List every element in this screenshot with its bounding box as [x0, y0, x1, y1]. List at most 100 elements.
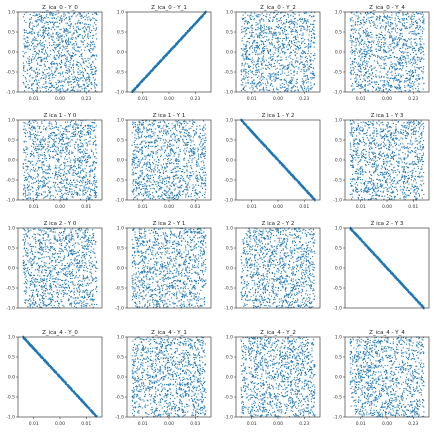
- scatter-point: [50, 63, 51, 64]
- scatter-point: [382, 19, 383, 20]
- scatter-point: [160, 62, 161, 63]
- scatter-point: [244, 36, 245, 37]
- scatter-point: [68, 40, 69, 41]
- scatter-point: [92, 190, 93, 191]
- scatter-point: [278, 37, 279, 38]
- scatter-point: [354, 53, 355, 54]
- scatter-point: [23, 82, 24, 83]
- scatter-point: [50, 54, 51, 55]
- scatter-point: [270, 84, 271, 85]
- scatter-point: [287, 44, 288, 45]
- scatter-point: [278, 60, 279, 61]
- scatter-point: [37, 53, 38, 54]
- scatter-point: [399, 87, 400, 88]
- scatter-point: [39, 43, 40, 44]
- scatter-point: [44, 69, 45, 70]
- scatter-point: [242, 82, 243, 83]
- scatter-point: [402, 44, 403, 45]
- scatter-point: [90, 32, 91, 33]
- scatter-point: [291, 23, 292, 24]
- scatter-point: [33, 25, 34, 26]
- scatter-point: [56, 45, 57, 46]
- scatter-point: [384, 59, 385, 60]
- scatter-point: [372, 13, 373, 14]
- scatter-point: [360, 42, 361, 43]
- scatter-point: [350, 19, 351, 20]
- scatter-point: [23, 75, 24, 76]
- scatter-point: [95, 137, 96, 138]
- scatter-point: [67, 192, 68, 193]
- scatter-point: [300, 30, 301, 31]
- scatter-point: [367, 81, 368, 82]
- scatter-point: [290, 52, 291, 53]
- scatter-point: [267, 81, 268, 82]
- scatter-point: [392, 75, 393, 76]
- scatter-point: [60, 74, 61, 75]
- scatter-point: [245, 55, 246, 56]
- scatter-point: [259, 48, 260, 49]
- scatter-point: [388, 77, 389, 78]
- scatter-point: [74, 190, 75, 191]
- scatter-point: [409, 39, 410, 40]
- scatter-point: [43, 139, 44, 140]
- scatter-point: [92, 55, 93, 56]
- scatter-point: [58, 12, 59, 13]
- scatter-point: [73, 125, 74, 126]
- scatter-point: [37, 63, 38, 64]
- scatter-point: [41, 59, 42, 60]
- scatter-point: [284, 90, 285, 91]
- subplot-title: Z_ica_0 - Y_4: [369, 5, 405, 11]
- scatter-point: [23, 68, 24, 69]
- scatter-point: [413, 58, 414, 59]
- scatter-point: [352, 90, 353, 91]
- scatter-point: [257, 60, 258, 61]
- scatter-point: [76, 38, 77, 39]
- scatter-point: [399, 29, 400, 30]
- scatter-point: [383, 26, 384, 27]
- scatter-point: [27, 58, 28, 59]
- scatter-point: [245, 83, 246, 84]
- scatter-point: [372, 86, 373, 87]
- scatter-point: [243, 56, 244, 57]
- scatter-point: [69, 72, 70, 73]
- scatter-point: [293, 86, 294, 87]
- scatter-point: [33, 133, 34, 134]
- scatter-point: [305, 57, 306, 58]
- scatter-point: [288, 37, 289, 38]
- scatter-point: [374, 24, 375, 25]
- scatter-point: [246, 29, 247, 30]
- scatter-point: [162, 58, 163, 59]
- scatter-point: [70, 32, 71, 33]
- scatter-point: [379, 90, 380, 91]
- scatter-point: [82, 42, 83, 43]
- scatter-point: [307, 26, 308, 27]
- scatter-point: [399, 40, 400, 41]
- scatter-point: [386, 18, 387, 19]
- scatter-point: [390, 87, 391, 88]
- scatter-point: [250, 36, 251, 37]
- scatter-point: [72, 55, 73, 56]
- scatter-point: [423, 22, 424, 23]
- scatter-point: [89, 58, 90, 59]
- scatter-point: [366, 76, 367, 77]
- scatter-point: [295, 29, 296, 30]
- scatter-point: [259, 20, 260, 21]
- scatter-point: [270, 75, 271, 76]
- scatter-point: [29, 33, 30, 34]
- scatter-point: [365, 62, 366, 63]
- scatter-point: [399, 62, 400, 63]
- scatter-point: [37, 58, 38, 59]
- scatter-point: [313, 73, 314, 74]
- scatter-point: [78, 20, 79, 21]
- scatter-point: [393, 42, 394, 43]
- scatter-point: [90, 169, 91, 170]
- scatter-point: [89, 127, 90, 128]
- subplot-title: Z_ica_0 - Y_1: [151, 5, 187, 11]
- scatter-point: [306, 56, 307, 57]
- scatter-point: [27, 169, 28, 170]
- scatter-point: [394, 37, 395, 38]
- scatter-point: [62, 187, 63, 188]
- scatter-point: [24, 32, 25, 33]
- y-tick-label: 1.0: [335, 10, 342, 16]
- scatter-point: [312, 77, 313, 78]
